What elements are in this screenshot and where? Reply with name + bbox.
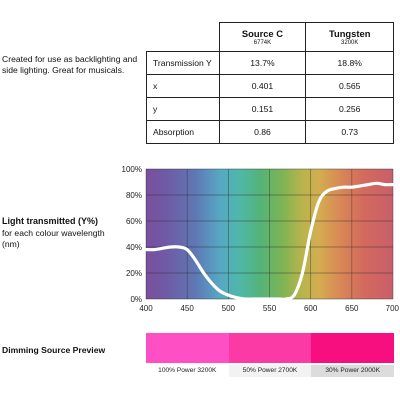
x-axis-ticks: 400 450 500 550 600 650 700: [139, 304, 399, 313]
y-tick-label: 60%: [126, 217, 142, 226]
table-corner-cell: [146, 22, 220, 52]
x-tick-label: 400: [139, 304, 153, 313]
y-tick-label: 0%: [130, 295, 142, 304]
x-tick-label: 550: [263, 304, 277, 313]
row-label: Transmission Y: [146, 51, 220, 75]
transmission-curve: [144, 181, 395, 301]
cell-value: 0.565: [305, 74, 394, 98]
table-row: x 0.401 0.565: [146, 74, 394, 98]
source-temp: 3200K: [341, 40, 359, 46]
cell-value: 13.7%: [218, 51, 307, 75]
dimming-title: Dimming Source Preview: [2, 345, 106, 355]
x-tick-label: 650: [345, 304, 359, 313]
table-row: y 0.151 0.256: [146, 97, 394, 121]
source-temp: 6774K: [253, 40, 272, 46]
y-tick-label: 40%: [126, 243, 142, 252]
cell-value: 0.151: [218, 97, 307, 121]
dimming-swatch-label: 50% Power 2700K: [228, 365, 312, 377]
x-tick-label: 500: [222, 304, 236, 313]
y-tick-label: 20%: [126, 269, 142, 278]
table-row: Transmission Y 13.7% 18.8%: [146, 51, 394, 75]
light-transmitted-title: Light transmitted (Y%): [2, 216, 98, 226]
header-tungsten: Tungsten 3200K: [305, 22, 394, 52]
filter-description: Created for use as backlighting and side…: [2, 54, 138, 75]
transmission-chart: 0% 20% 40% 60% 80% 100% 400 450 500 550 600 650 700: [122, 165, 400, 313]
row-label: x: [146, 74, 220, 98]
y-axis-ticks: 0% 20% 40% 60% 80% 100%: [122, 165, 142, 304]
cell-value: 0.73: [305, 120, 394, 144]
cell-value: 0.256: [305, 97, 394, 121]
header-source-c: Source C 6774K: [218, 22, 307, 52]
dimming-swatch: [311, 333, 394, 363]
x-tick-label: 700: [386, 304, 400, 313]
source-name: Tungsten: [328, 28, 371, 39]
cell-value: 0.401: [218, 74, 307, 98]
dimming-swatch-label: 30% Power 2000K: [311, 365, 394, 377]
y-tick-label: 100%: [122, 165, 142, 174]
dimming-swatch-label: 100% Power 3200K: [146, 365, 229, 377]
dimming-swatch: [228, 333, 312, 363]
light-transmitted-subtitle: for each colour wavelength (nm): [2, 228, 105, 249]
properties-table: Source C 6774K Tungsten 3200K Transmissi…: [146, 22, 394, 144]
x-tick-label: 450: [180, 304, 194, 313]
cell-value: 0.86: [218, 120, 307, 144]
cell-value: 18.8%: [305, 51, 394, 75]
table-header-row: Source C 6774K Tungsten 3200K: [146, 22, 394, 52]
dimming-swatch: [146, 333, 229, 363]
source-name: Source C: [241, 28, 284, 39]
x-tick-label: 600: [304, 304, 318, 313]
row-label: y: [146, 97, 220, 121]
table-row: Absorption 0.86 0.73: [146, 120, 394, 144]
row-label: Absorption: [146, 120, 220, 144]
y-tick-label: 80%: [126, 191, 142, 200]
